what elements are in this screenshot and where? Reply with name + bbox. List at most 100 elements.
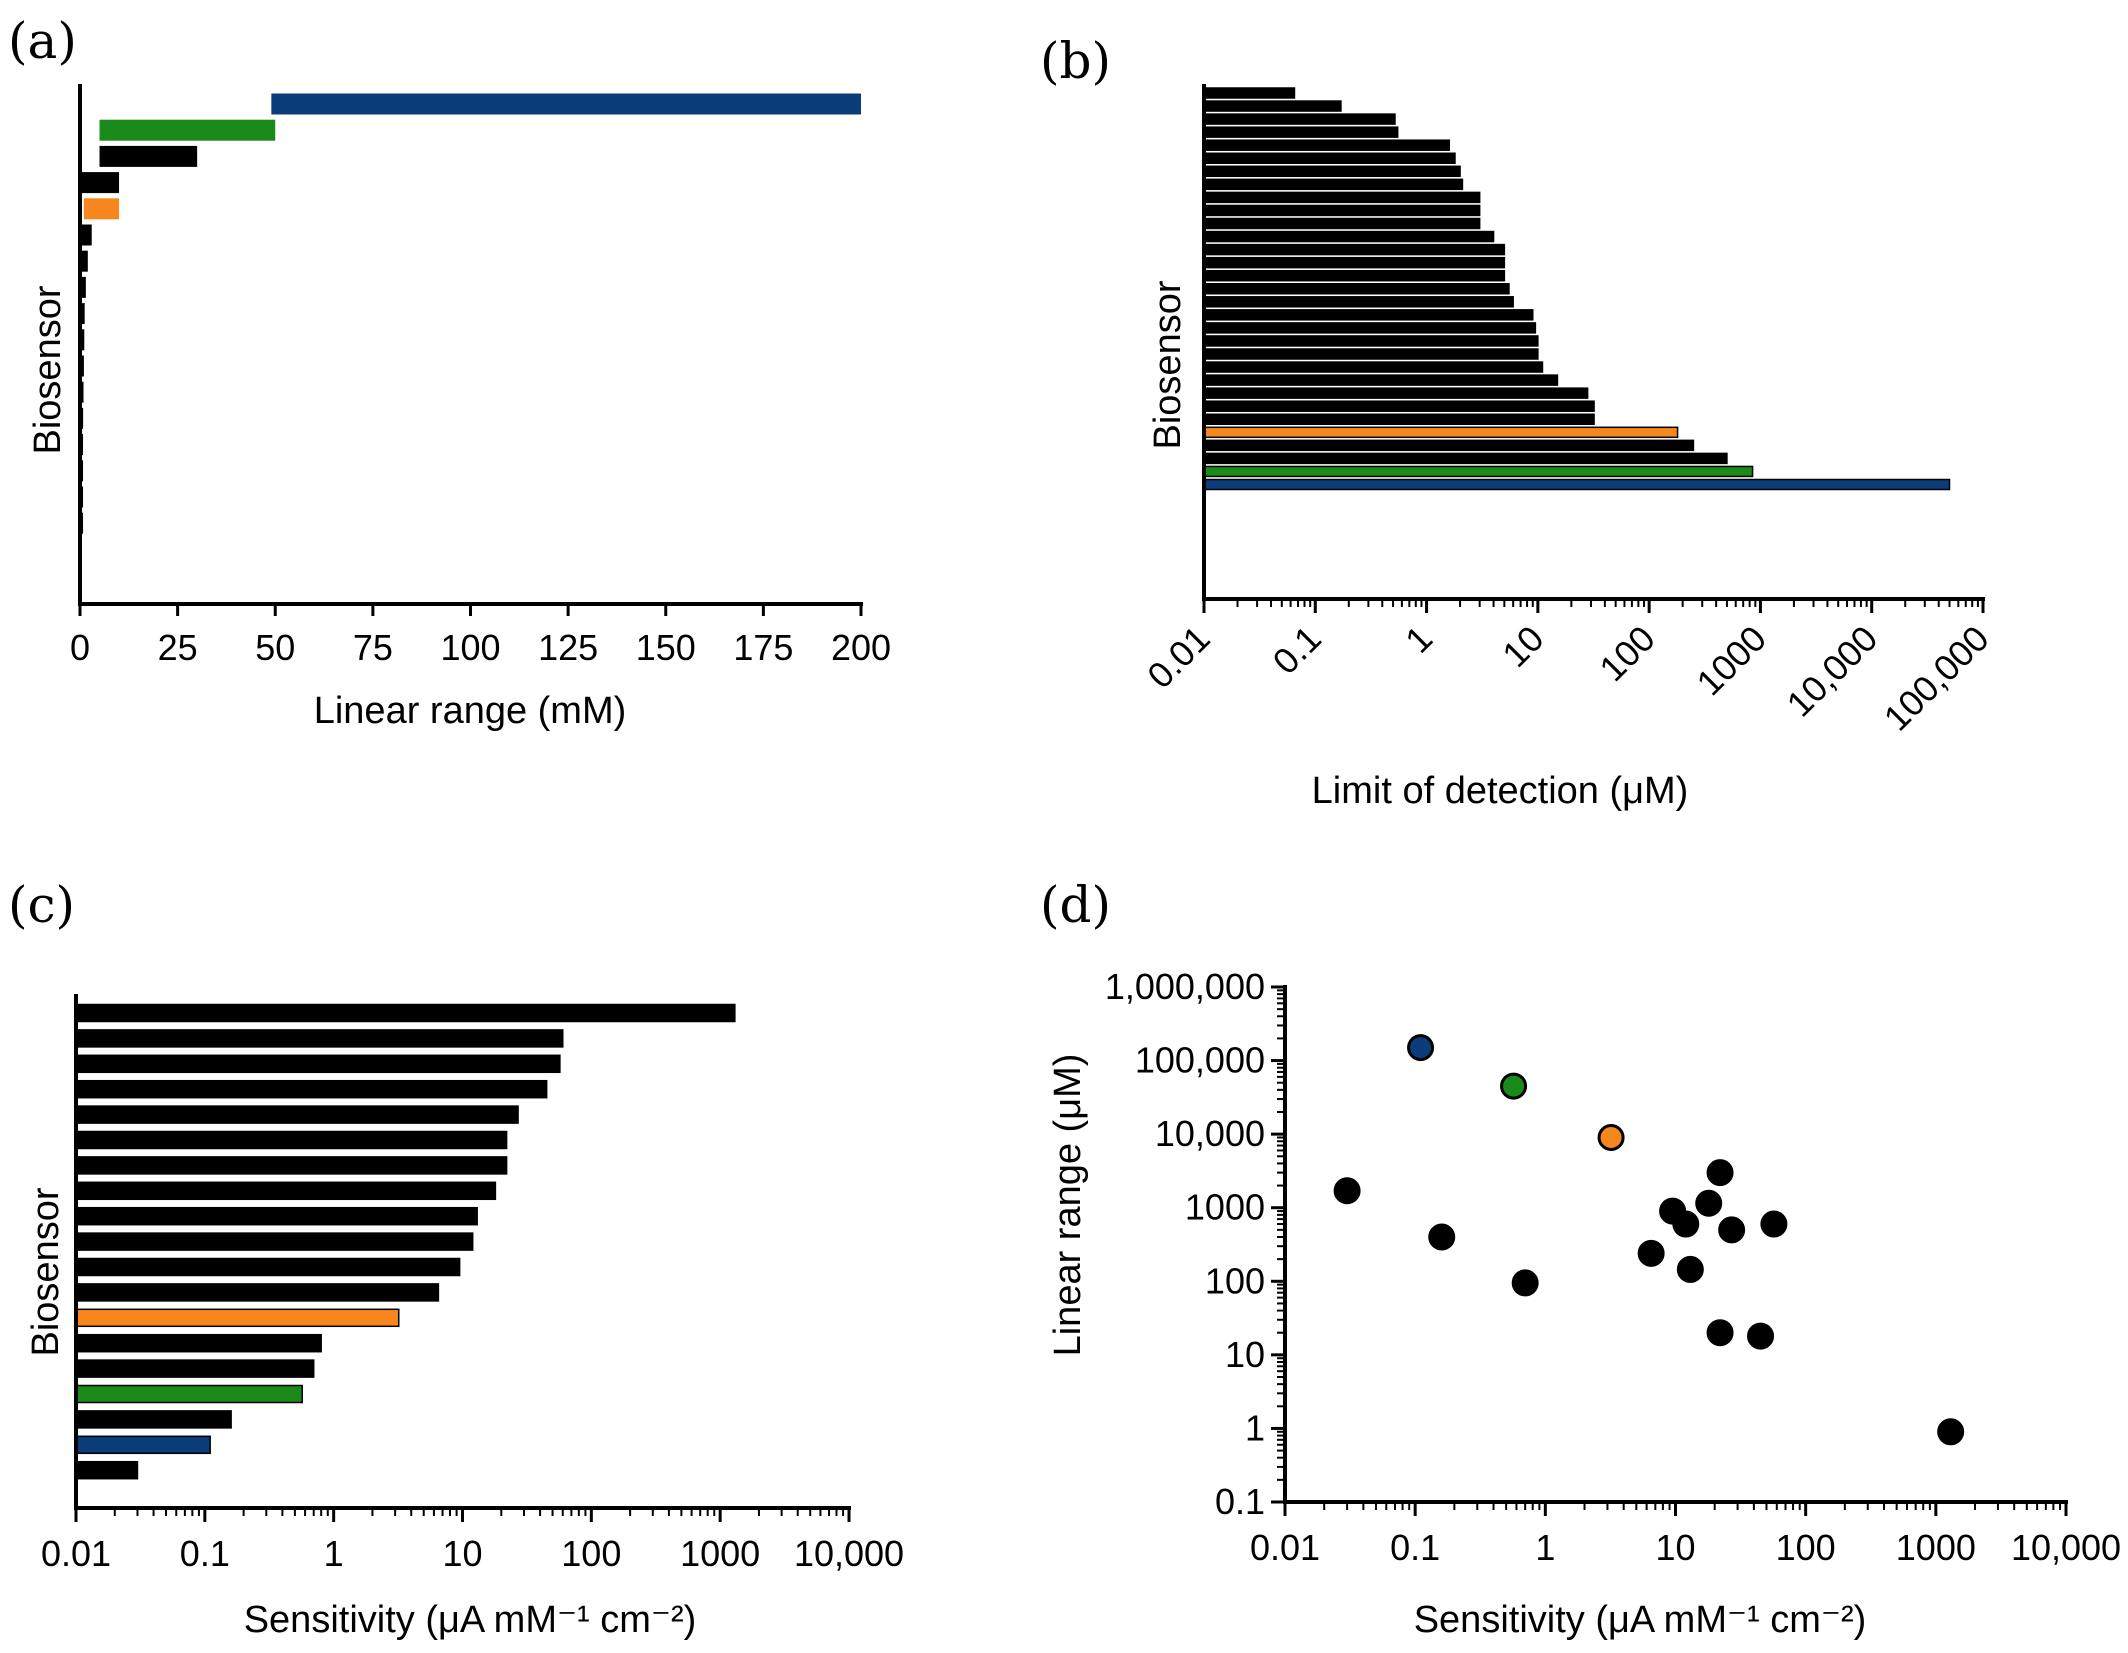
panel-a-x-tick-label: 175 bbox=[733, 627, 793, 668]
panel-b-bar bbox=[1203, 256, 1506, 269]
panel-b-bar bbox=[1203, 217, 1481, 230]
panel-b-x-tick-label: 10 bbox=[1494, 618, 1551, 675]
panel-b-bar bbox=[1203, 400, 1595, 412]
panel-b-bar bbox=[1203, 152, 1456, 164]
panel-d-point bbox=[1937, 1418, 1965, 1446]
panel-b-x-tick-label: 10,000 bbox=[1779, 618, 1886, 725]
panel-d-point bbox=[1500, 1072, 1528, 1100]
panel-d-x-tick-label: 10 bbox=[1655, 1527, 1695, 1568]
panel-b-bar bbox=[1203, 126, 1399, 138]
panel-d-label: (d) bbox=[1040, 876, 1111, 934]
panel-c-bar bbox=[75, 1460, 139, 1480]
panel-b-bar bbox=[1203, 243, 1506, 256]
panel-b-bar bbox=[1203, 113, 1396, 125]
panel-c-bar bbox=[75, 1029, 564, 1048]
panel-a-x-tick-label: 75 bbox=[353, 627, 393, 668]
panel-b-bar bbox=[1203, 374, 1559, 386]
panel-d-point bbox=[1407, 1034, 1435, 1062]
panel-d-point bbox=[1597, 1124, 1625, 1152]
panel-b-x-tick-label: 0.1 bbox=[1265, 618, 1329, 682]
panel-a-chart: 0 25 50 75 100 125 150 175 200 bbox=[70, 84, 891, 668]
panel-d-x-tick-label: 1000 bbox=[1896, 1527, 1976, 1568]
panel-d-y-tick-label: 1000 bbox=[1185, 1187, 1265, 1228]
panel-a-x-tick-label: 25 bbox=[158, 627, 198, 668]
panel-a-xlabel: Linear range (mM) bbox=[314, 690, 627, 732]
panel-a-label: (a) bbox=[8, 12, 77, 70]
panel-c-bar bbox=[75, 1308, 400, 1328]
panel-c-x-tick-label: 10 bbox=[442, 1533, 482, 1574]
panel-a-x-tick-label: 100 bbox=[440, 627, 500, 668]
panel-a-bar bbox=[99, 145, 198, 167]
panel-b-x-tick-label: 0.01 bbox=[1139, 618, 1218, 697]
panel-c-chart: 0.01 0.1 1 10 100 1000 10,000 bbox=[41, 994, 904, 1574]
panel-d-x-tick-label: 0.1 bbox=[1390, 1527, 1440, 1568]
panel-a-bar bbox=[99, 119, 276, 141]
panel-a-bar bbox=[80, 172, 120, 194]
panel-d-point bbox=[1706, 1319, 1734, 1347]
panel-d-chart: 0.01 0.1 1 10 100 1000 10,000 0.1 1 10 100 1000 10,0… bbox=[1105, 966, 2121, 1568]
panel-b-x-tick-label: 100 bbox=[1591, 618, 1662, 689]
panel-c-bar bbox=[75, 1079, 548, 1099]
panel-d-y-tick-label: 1,000,000 bbox=[1105, 966, 1265, 1007]
panel-b-bar bbox=[1203, 283, 1510, 295]
panel-a-x-tick-label: 50 bbox=[255, 627, 295, 668]
panel-d-x-tick-label: 1 bbox=[1535, 1527, 1555, 1568]
panel-d-y-tick-label: 100 bbox=[1205, 1260, 1265, 1301]
panel-a-bar bbox=[80, 276, 86, 298]
panel-b-bar bbox=[1203, 387, 1589, 399]
panel-d-y-tick-label: 0.1 bbox=[1215, 1481, 1265, 1522]
panel-a-x-tick-label: 150 bbox=[636, 627, 696, 668]
panel-d-point bbox=[1511, 1269, 1539, 1297]
panel-b-label: (b) bbox=[1040, 32, 1111, 90]
panel-c-x-tick-label: 0.1 bbox=[180, 1533, 230, 1574]
panel-b-bar bbox=[1203, 165, 1461, 178]
panel-b-x-tick-label: 1 bbox=[1397, 618, 1440, 661]
panel-c-bar bbox=[75, 1333, 322, 1353]
panel-a-x-tick-label: 0 bbox=[70, 627, 90, 668]
panel-b-bar bbox=[1203, 439, 1695, 452]
panel-c-bar bbox=[75, 1257, 461, 1277]
panel-b-bar bbox=[1203, 309, 1534, 321]
panel-d-y-tick-label: 10,000 bbox=[1155, 1113, 1265, 1154]
panel-b-bar bbox=[1203, 478, 1951, 491]
panel-a-bar bbox=[80, 224, 92, 246]
panel-c-bar bbox=[75, 1435, 211, 1455]
panel-a-bar bbox=[80, 329, 85, 351]
panel-a-bar bbox=[271, 93, 862, 115]
panel-c-x-tick-label: 100 bbox=[561, 1533, 621, 1574]
panel-b-bar bbox=[1203, 87, 1296, 99]
panel-b-bar bbox=[1203, 191, 1481, 204]
panel-a-bar bbox=[80, 250, 88, 272]
panel-c-bar bbox=[75, 1283, 440, 1302]
panel-d-point bbox=[1718, 1216, 1746, 1244]
panel-c-bar bbox=[75, 1130, 508, 1150]
panel-d-point bbox=[1428, 1223, 1456, 1251]
panel-b-bar bbox=[1203, 426, 1679, 439]
panel-c-ylabel: Biosensor bbox=[25, 1187, 67, 1356]
panel-b-ylabel: Biosensor bbox=[1147, 280, 1189, 449]
panel-d-y-tick-label: 100,000 bbox=[1135, 1040, 1265, 1081]
panel-d-point bbox=[1695, 1189, 1723, 1217]
panel-c-bar bbox=[75, 1105, 519, 1124]
panel-c-bar bbox=[75, 1181, 497, 1201]
panel-c-bar bbox=[75, 1384, 303, 1404]
panel-b-bar bbox=[1203, 413, 1595, 425]
panel-d-point bbox=[1676, 1255, 1704, 1283]
panel-c-x-tick-label: 0.01 bbox=[41, 1533, 111, 1574]
panel-a-bar bbox=[83, 198, 120, 220]
panel-b-bar bbox=[1203, 322, 1537, 334]
panel-d-ylabel: Linear range (μM) bbox=[1047, 1054, 1089, 1357]
panel-b-bar bbox=[1203, 178, 1464, 191]
panel-d-point bbox=[1333, 1177, 1361, 1205]
panel-d-x-tick-label: 10,000 bbox=[2011, 1527, 2121, 1568]
panel-b-bar bbox=[1203, 465, 1754, 478]
panel-c-x-tick-label: 10,000 bbox=[794, 1533, 904, 1574]
panel-b-bar bbox=[1203, 296, 1514, 308]
panel-d-point bbox=[1672, 1210, 1700, 1238]
panel-b-bar bbox=[1203, 100, 1342, 112]
panel-d-y-tick-label: 10 bbox=[1225, 1334, 1265, 1375]
panel-c-bar bbox=[75, 1232, 474, 1251]
panel-c-bar bbox=[75, 1003, 736, 1023]
panel-d-point bbox=[1747, 1322, 1775, 1350]
